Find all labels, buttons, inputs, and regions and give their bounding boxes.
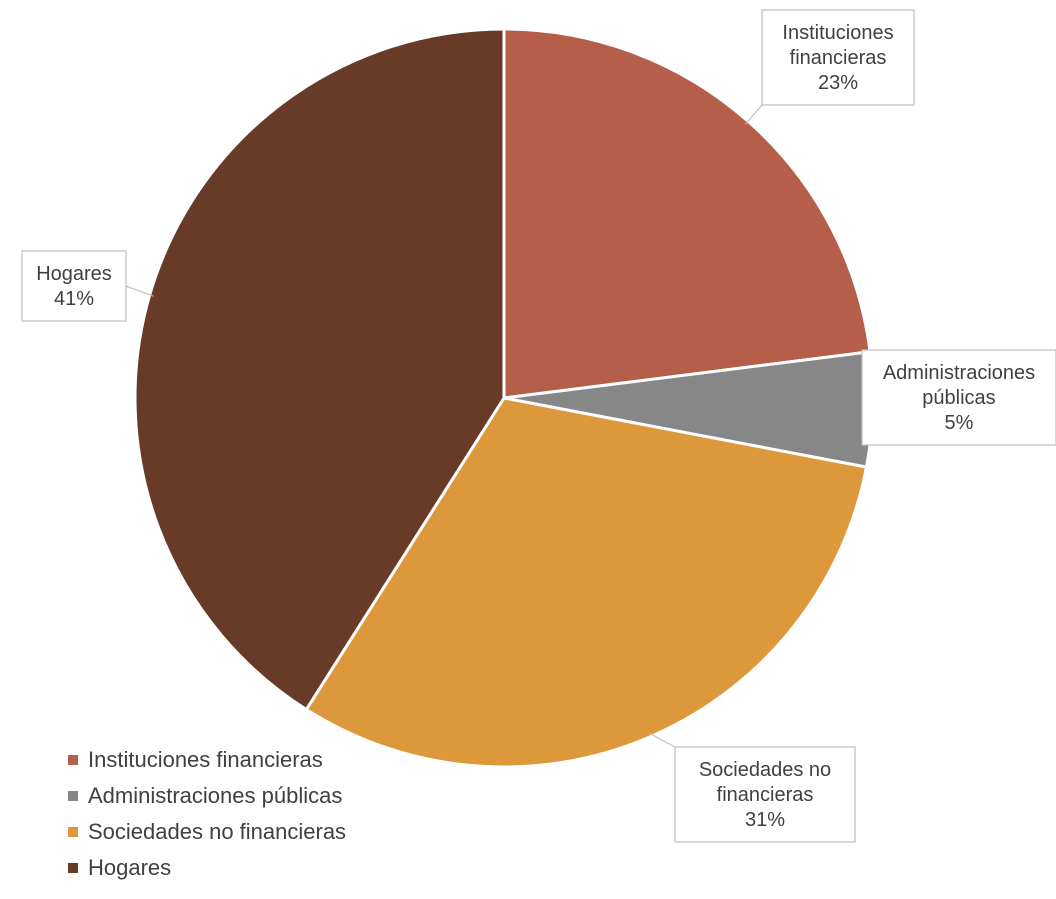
legend-label: Sociedades no financieras (88, 819, 347, 844)
legend-label: Instituciones financieras (88, 747, 323, 772)
legend-swatch (68, 863, 78, 873)
data-label-sociedades-no-financieras: Sociedades no financieras 31% (674, 746, 856, 843)
legend-item-sociedades-no-financieras[interactable]: Sociedades no financieras (68, 814, 346, 850)
legend: Instituciones financieras Administracion… (68, 742, 346, 886)
leader-line-instituciones-financieras (744, 104, 763, 125)
data-label-instituciones-financieras: Instituciones financieras 23% (761, 9, 915, 106)
data-label-box (674, 746, 856, 843)
legend-item-administraciones-publicas[interactable]: Administraciones públicas (68, 778, 346, 814)
data-labels: Instituciones financieras 23% Administracio… (21, 9, 1056, 843)
leader-line-hogares (125, 285, 154, 297)
legend-swatch (68, 827, 78, 837)
legend-label: Administraciones públicas (88, 783, 343, 808)
data-label-value: 23% (818, 72, 858, 94)
data-label-category: financieras (717, 784, 814, 806)
data-label-category: financieras (790, 47, 887, 69)
data-label-category: públicas (922, 387, 995, 409)
data-label-value: 41% (54, 288, 94, 310)
data-label-category: Hogares (36, 263, 112, 285)
data-label-value: 31% (745, 809, 785, 831)
data-label-hogares: Hogares 41% (21, 250, 127, 322)
legend-item-instituciones-financieras[interactable]: Instituciones financieras (68, 742, 346, 778)
data-label-category: Instituciones (782, 22, 893, 44)
data-label-value: 5% (945, 412, 974, 434)
legend-item-hogares[interactable]: Hogares (68, 850, 346, 886)
data-label-category: Sociedades no (699, 759, 831, 781)
legend-swatch (68, 791, 78, 801)
legend-swatch (68, 755, 78, 765)
data-label-box (21, 250, 127, 322)
data-label-category: Administraciones (883, 362, 1035, 384)
data-label-administraciones-publicas: Administraciones públicas 5% (861, 349, 1056, 446)
leader-line-sociedades-no-financieras (648, 732, 676, 748)
legend-label: Hogares (88, 855, 172, 880)
data-label-box (761, 9, 915, 106)
pie-slices (133, 27, 875, 769)
data-label-box (861, 349, 1056, 446)
